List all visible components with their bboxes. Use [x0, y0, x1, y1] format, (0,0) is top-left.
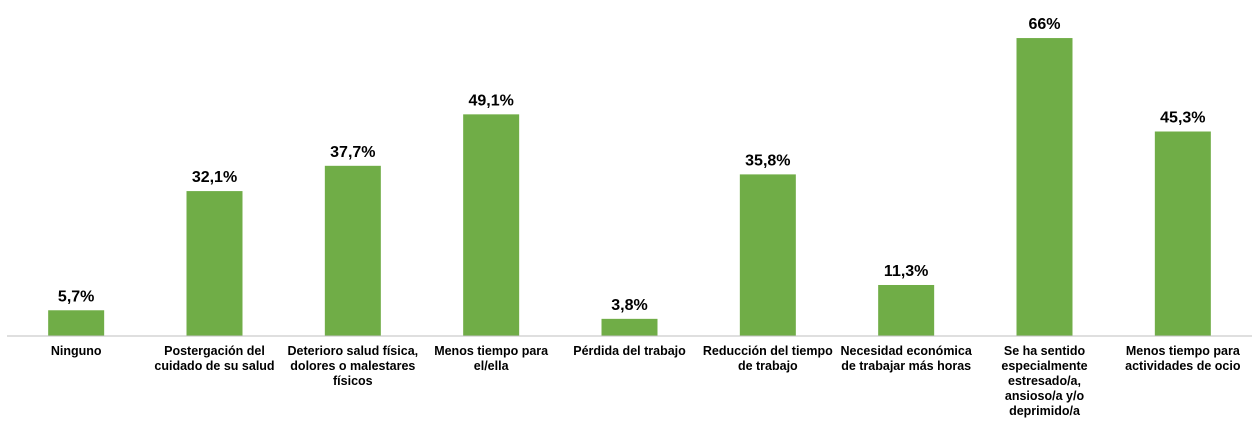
x-tick-label: Deterioro salud física, dolores o malest… [287, 344, 419, 388]
bar [1154, 131, 1211, 336]
x-tick-label: Se ha sentido especialmente estresado/a,… [1001, 344, 1088, 418]
value-label: 32,1% [192, 169, 237, 186]
value-label: 35,8% [745, 152, 790, 169]
value-label: 45,3% [1160, 110, 1205, 127]
bar [601, 318, 658, 336]
bar [1016, 38, 1073, 337]
x-tick-label: Menos tiempo para el/ella [434, 344, 549, 373]
x-tick-label: Postergación del cuidado de su salud [154, 344, 275, 373]
value-label: 37,7% [330, 144, 375, 161]
x-tick-label: Necesidad económica de trabajar más hora… [840, 344, 972, 373]
bar [463, 114, 520, 336]
value-label: 3,8% [611, 297, 647, 314]
x-tick-label: Reducción del tiempo de trabajo [702, 344, 833, 373]
value-label: 5,7% [58, 288, 94, 305]
value-label: 11,3% [884, 263, 928, 280]
bar [739, 174, 796, 336]
x-tick-label: Ninguno [50, 344, 102, 358]
bar [186, 191, 243, 336]
bar [48, 310, 105, 336]
bar [324, 165, 381, 336]
x-tick-label: Menos tiempo para actividades de ocio [1125, 344, 1241, 373]
value-label: 66% [1028, 16, 1060, 33]
bar [878, 284, 935, 336]
x-tick-label: Pérdida del trabajo [573, 344, 686, 358]
value-label: 49,1% [468, 92, 513, 109]
